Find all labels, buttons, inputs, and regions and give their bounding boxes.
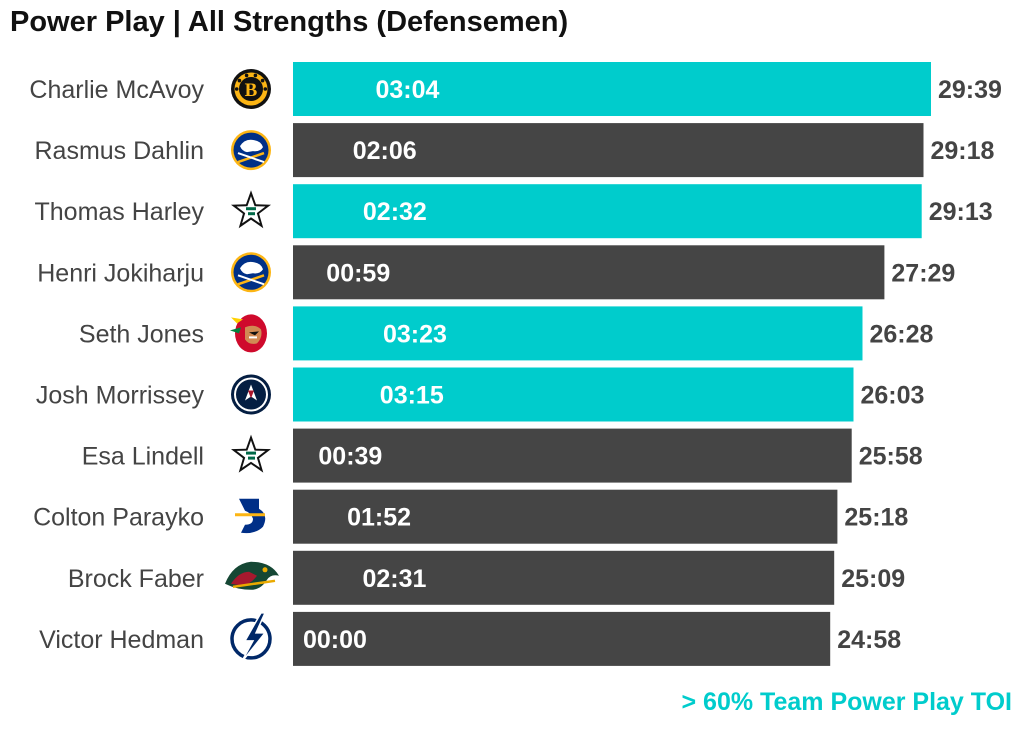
bar xyxy=(293,367,854,422)
player-name-label: Henri Jokiharju xyxy=(37,259,204,287)
bar xyxy=(293,306,863,361)
total-toi-label: 29:13 xyxy=(929,198,993,226)
player-name-label: Thomas Harley xyxy=(35,198,205,226)
total-toi-label: 26:28 xyxy=(870,320,934,348)
player-name-label: Seth Jones xyxy=(79,320,204,348)
player-name-label: Victor Hedman xyxy=(39,626,204,654)
pp-toi-label: 03:23 xyxy=(383,320,447,348)
pp-toi-label: 02:31 xyxy=(363,565,427,593)
pp-toi-label: 00:39 xyxy=(318,443,382,471)
winnipeg-jets-logo-icon xyxy=(231,374,271,415)
pp-toi-label: 03:04 xyxy=(376,76,440,104)
svg-text:B: B xyxy=(245,80,258,101)
player-name-label: Rasmus Dahlin xyxy=(34,137,204,165)
chicago-blackhawks-logo-icon xyxy=(230,314,267,353)
pp-toi-label: 00:00 xyxy=(303,626,367,654)
total-toi-label: 29:18 xyxy=(931,137,995,165)
st-louis-blues-logo-icon xyxy=(235,498,266,534)
dallas-stars-logo-icon xyxy=(231,434,271,473)
player-name-label: Brock Faber xyxy=(68,565,204,593)
buffalo-sabres-logo-icon xyxy=(231,130,271,171)
bar xyxy=(293,123,924,178)
tampa-bay-lightning-logo-icon xyxy=(230,612,272,664)
chart-title: Power Play | All Strengths (Defensemen) xyxy=(10,6,569,38)
total-toi-label: 25:18 xyxy=(844,504,908,532)
total-toi-label: 25:58 xyxy=(859,443,923,471)
bar xyxy=(293,550,835,605)
dallas-stars-logo-icon xyxy=(231,190,271,229)
player-name-label: Colton Parayko xyxy=(33,504,204,532)
total-toi-label: 27:29 xyxy=(891,259,955,287)
minnesota-wild-logo-icon xyxy=(225,561,279,590)
pp-toi-label: 02:32 xyxy=(363,198,427,226)
pp-toi-label: 02:06 xyxy=(353,137,417,165)
total-toi-label: 24:58 xyxy=(837,626,901,654)
bar xyxy=(293,489,838,544)
player-name-label: Charlie McAvoy xyxy=(29,76,204,104)
pp-toi-label: 01:52 xyxy=(347,504,411,532)
player-name-label: Josh Morrissey xyxy=(36,382,205,410)
player-name-label: Esa Lindell xyxy=(82,443,204,471)
bar xyxy=(293,62,931,116)
boston-bruins-logo-icon: B xyxy=(231,69,271,109)
total-toi-label: 29:39 xyxy=(938,76,1002,104)
total-toi-label: 26:03 xyxy=(861,382,925,410)
bar xyxy=(293,611,831,666)
buffalo-sabres-logo-icon xyxy=(231,252,271,293)
total-toi-label: 25:09 xyxy=(841,565,905,593)
bar xyxy=(293,184,922,239)
bar xyxy=(293,245,885,300)
pp-toi-label: 03:15 xyxy=(380,382,444,410)
bar xyxy=(293,428,852,483)
pp-toi-label: 00:59 xyxy=(326,259,390,287)
highlight-legend-note: > 60% Team Power Play TOI xyxy=(681,688,1012,716)
